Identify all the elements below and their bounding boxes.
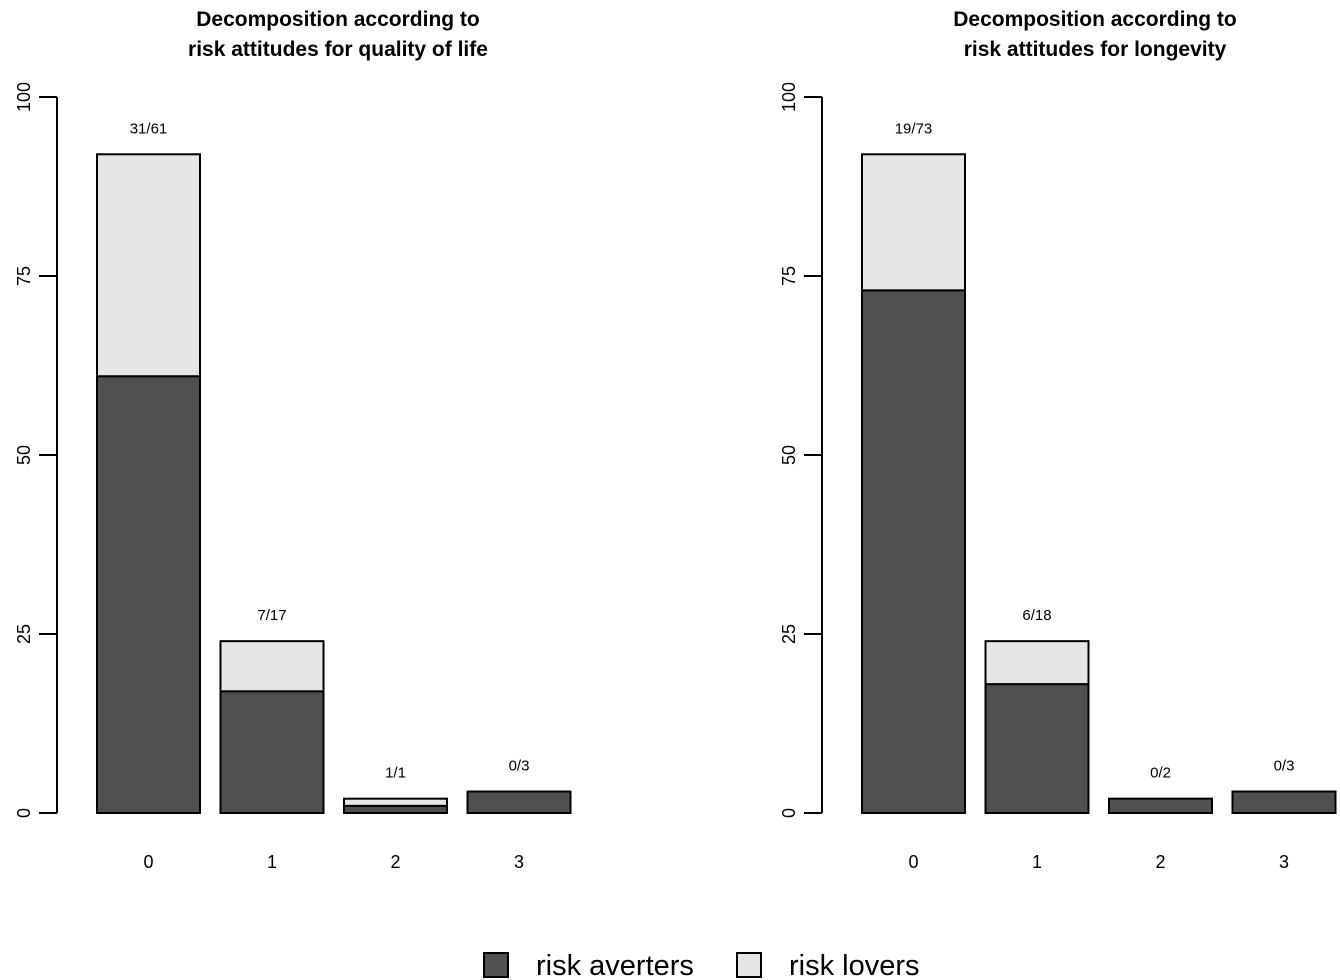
y-tick-label: 100 bbox=[14, 82, 34, 112]
legend: risk averters risk lovers bbox=[483, 950, 920, 980]
x-tick-label: 3 bbox=[1279, 852, 1289, 872]
x-tick-label: 2 bbox=[390, 852, 400, 872]
y-tick-label: 25 bbox=[14, 624, 34, 644]
y-tick-label: 75 bbox=[14, 266, 34, 286]
chart-title-line: Decomposition according to bbox=[196, 8, 480, 31]
chart-title-line: risk attitudes for quality of life bbox=[188, 38, 488, 61]
bar-risk-lovers-1 bbox=[219, 640, 325, 693]
bar-count-label: 19/73 bbox=[895, 120, 933, 137]
bar-risk-lovers-1 bbox=[984, 640, 1090, 686]
bar-risk-averters-3 bbox=[1231, 790, 1337, 815]
chart-panel-quality-of-life: Decomposition according to risk attitudes… bbox=[14, 8, 572, 872]
chart-title-line: risk attitudes for longevity bbox=[964, 38, 1227, 61]
x-tick-label: 2 bbox=[1155, 852, 1165, 872]
x-tick-label: 3 bbox=[514, 852, 524, 872]
legend-swatch-risk-lovers bbox=[736, 952, 762, 978]
chart-title-line: Decomposition according to bbox=[953, 8, 1237, 31]
legend-label-risk-averters: risk averters bbox=[536, 950, 694, 980]
bar-risk-averters-0 bbox=[96, 375, 201, 814]
bar-risk-averters-0 bbox=[861, 289, 966, 814]
legend-label-risk-lovers: risk lovers bbox=[789, 950, 920, 980]
bar-count-label: 7/17 bbox=[257, 607, 286, 624]
x-tick-label: 0 bbox=[908, 852, 918, 872]
bar-count-label: 6/18 bbox=[1022, 607, 1051, 624]
x-tick-label: 1 bbox=[267, 852, 277, 872]
bar-risk-averters-1 bbox=[219, 690, 325, 815]
bar-count-label: 0/3 bbox=[1274, 758, 1295, 775]
bar-risk-averters-3 bbox=[466, 790, 572, 815]
y-tick-label: 0 bbox=[779, 808, 799, 818]
bar-count-label: 0/2 bbox=[1150, 765, 1171, 782]
bar-risk-averters-1 bbox=[984, 683, 1090, 814]
bar-count-label: 31/61 bbox=[130, 120, 168, 137]
bar-risk-averters-2 bbox=[1108, 797, 1213, 814]
y-tick-label: 50 bbox=[14, 445, 34, 465]
y-tick-label: 0 bbox=[14, 808, 34, 818]
y-tick-label: 25 bbox=[779, 624, 799, 644]
legend-swatch-risk-averters bbox=[483, 952, 509, 978]
y-tick-label: 75 bbox=[779, 266, 799, 286]
bar-count-label: 1/1 bbox=[385, 765, 406, 782]
bar-count-label: 0/3 bbox=[509, 758, 530, 775]
x-tick-label: 0 bbox=[143, 852, 153, 872]
bar-risk-lovers-0 bbox=[96, 153, 201, 378]
bar-risk-averters-2 bbox=[343, 804, 448, 815]
chart-panel-longevity: Decomposition according to risk attitudes… bbox=[779, 8, 1337, 872]
bar-risk-lovers-2 bbox=[343, 797, 448, 807]
bar-risk-lovers-0 bbox=[861, 153, 966, 292]
y-tick-label: 50 bbox=[779, 445, 799, 465]
x-tick-label: 1 bbox=[1032, 852, 1042, 872]
y-tick-label: 100 bbox=[779, 82, 799, 112]
